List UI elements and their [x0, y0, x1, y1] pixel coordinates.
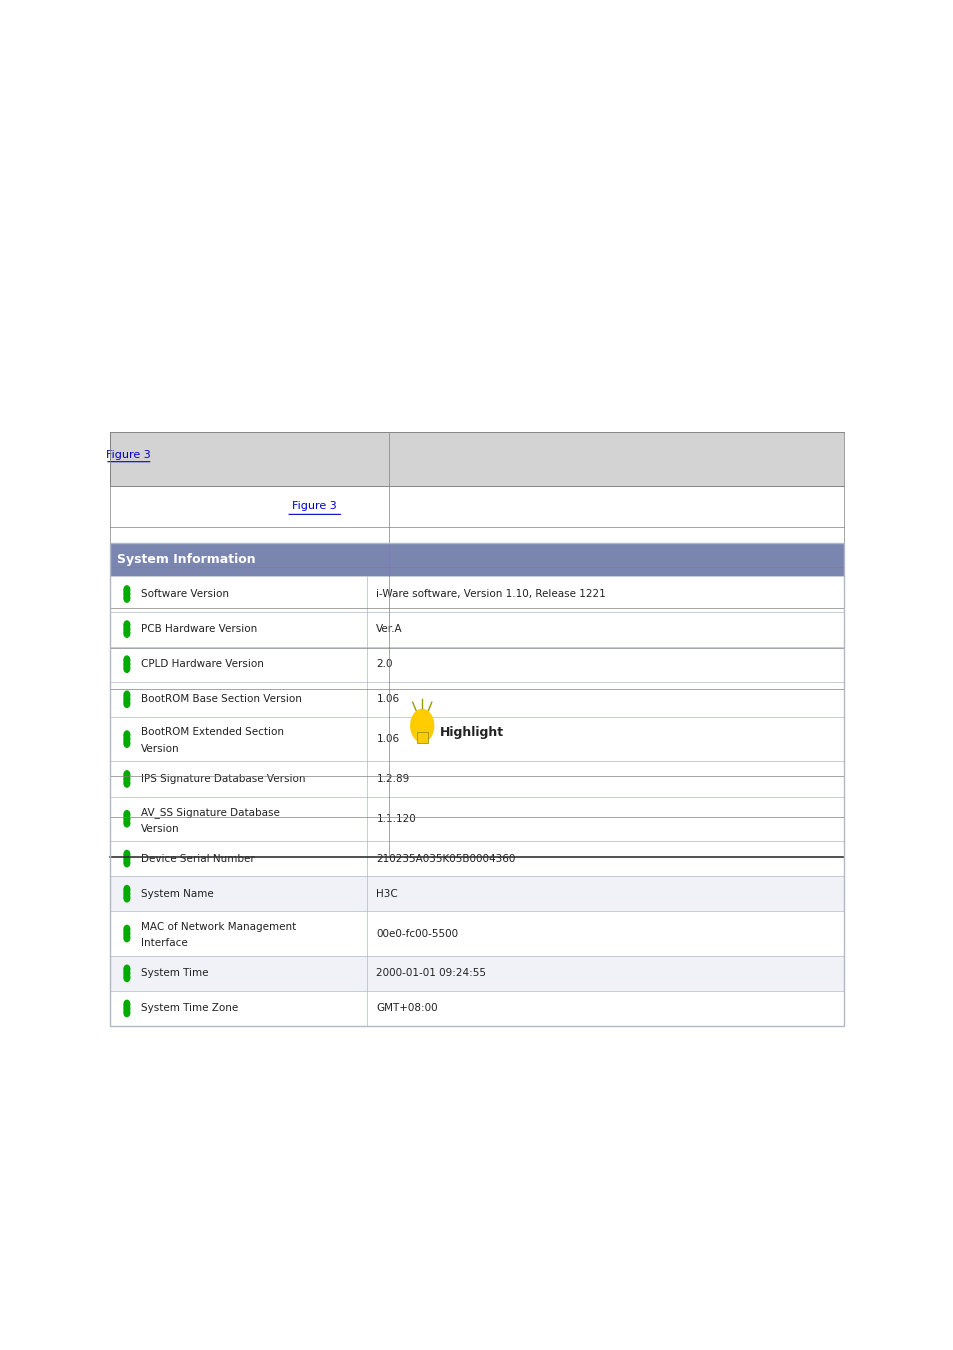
- Circle shape: [124, 1004, 130, 1012]
- Bar: [110, 761, 843, 796]
- Text: Interface: Interface: [141, 938, 188, 948]
- Circle shape: [124, 850, 130, 859]
- Circle shape: [124, 594, 130, 602]
- Text: Figure 3: Figure 3: [107, 450, 151, 460]
- Circle shape: [124, 886, 130, 894]
- Circle shape: [124, 818, 130, 828]
- Bar: [110, 612, 843, 647]
- Text: GMT+08:00: GMT+08:00: [375, 1003, 437, 1014]
- Text: System Time Zone: System Time Zone: [141, 1003, 238, 1014]
- Bar: [416, 733, 428, 744]
- FancyBboxPatch shape: [110, 543, 843, 576]
- Bar: [110, 841, 843, 876]
- Text: i-Ware software, Version 1.10, Release 1221: i-Ware software, Version 1.10, Release 1…: [375, 589, 605, 599]
- Text: 1.1.120: 1.1.120: [375, 814, 416, 824]
- Circle shape: [124, 1000, 130, 1008]
- Text: Ver.A: Ver.A: [375, 624, 402, 634]
- Circle shape: [124, 691, 130, 699]
- Bar: [110, 876, 843, 911]
- Text: 210235A035K05B0004360: 210235A035K05B0004360: [375, 853, 516, 864]
- Circle shape: [124, 699, 130, 707]
- Text: 1.2.89: 1.2.89: [375, 774, 409, 784]
- Bar: [110, 682, 843, 717]
- Text: H3C: H3C: [375, 888, 397, 899]
- Circle shape: [124, 925, 130, 934]
- Bar: [110, 486, 843, 526]
- Text: System Time: System Time: [141, 968, 209, 979]
- Circle shape: [124, 625, 130, 633]
- Bar: [110, 717, 843, 761]
- Bar: [110, 776, 843, 817]
- Text: System Name: System Name: [141, 888, 213, 899]
- Bar: [110, 576, 843, 612]
- Text: 1.06: 1.06: [375, 734, 399, 744]
- Circle shape: [124, 810, 130, 819]
- Circle shape: [124, 855, 130, 863]
- Bar: [110, 796, 843, 841]
- Bar: [110, 543, 843, 1026]
- Circle shape: [124, 656, 130, 664]
- Circle shape: [124, 695, 130, 703]
- Circle shape: [124, 973, 130, 981]
- Bar: [110, 991, 843, 1026]
- Text: Highlight: Highlight: [439, 726, 503, 738]
- Circle shape: [124, 734, 130, 744]
- Bar: [110, 526, 843, 567]
- Text: 00e0-fc00-5500: 00e0-fc00-5500: [375, 929, 458, 938]
- Circle shape: [124, 859, 130, 867]
- Circle shape: [124, 664, 130, 672]
- Text: 2000-01-01 09:24:55: 2000-01-01 09:24:55: [375, 968, 486, 979]
- Text: 2.0: 2.0: [375, 659, 393, 670]
- Text: 1.06: 1.06: [375, 694, 399, 705]
- Bar: [110, 567, 843, 608]
- Bar: [110, 956, 843, 991]
- Text: Figure 3: Figure 3: [293, 501, 336, 512]
- Text: Software Version: Software Version: [141, 589, 229, 599]
- Circle shape: [124, 890, 130, 898]
- Bar: [110, 688, 843, 776]
- Text: PCB Hardware Version: PCB Hardware Version: [141, 624, 257, 634]
- Circle shape: [124, 738, 130, 748]
- Circle shape: [124, 929, 130, 938]
- Circle shape: [124, 894, 130, 902]
- Text: BootROM Base Section Version: BootROM Base Section Version: [141, 694, 302, 705]
- Bar: [110, 647, 843, 682]
- Text: BootROM Extended Section: BootROM Extended Section: [141, 728, 284, 737]
- Text: Version: Version: [141, 824, 179, 833]
- Text: System Information: System Information: [117, 554, 255, 566]
- Text: AV_SS Signature Database: AV_SS Signature Database: [141, 807, 280, 818]
- Circle shape: [124, 969, 130, 977]
- Circle shape: [124, 771, 130, 779]
- Circle shape: [124, 621, 130, 629]
- Circle shape: [124, 730, 130, 740]
- Bar: [110, 911, 843, 956]
- Circle shape: [124, 965, 130, 973]
- Bar: [110, 432, 843, 486]
- Circle shape: [124, 660, 130, 668]
- Circle shape: [124, 586, 130, 594]
- Text: CPLD Hardware Version: CPLD Hardware Version: [141, 659, 264, 670]
- Circle shape: [124, 814, 130, 824]
- Circle shape: [124, 1008, 130, 1017]
- Circle shape: [411, 710, 434, 742]
- Circle shape: [124, 590, 130, 598]
- Text: Version: Version: [141, 744, 179, 753]
- Bar: [110, 817, 843, 857]
- Text: IPS Signature Database Version: IPS Signature Database Version: [141, 774, 305, 784]
- Text: Device Serial Number: Device Serial Number: [141, 853, 254, 864]
- Circle shape: [124, 629, 130, 637]
- Text: MAC of Network Management: MAC of Network Management: [141, 922, 296, 931]
- Bar: [110, 648, 843, 688]
- Circle shape: [124, 933, 130, 942]
- Circle shape: [124, 775, 130, 783]
- Circle shape: [124, 779, 130, 787]
- Bar: [110, 608, 843, 648]
